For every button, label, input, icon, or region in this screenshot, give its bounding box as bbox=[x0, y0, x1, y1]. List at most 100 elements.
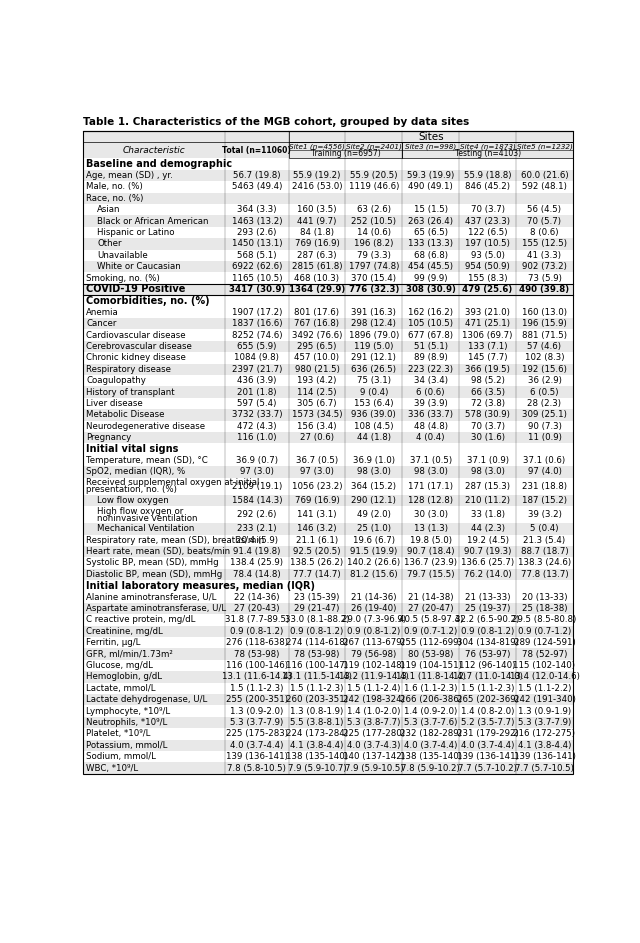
Text: 479 (25.6): 479 (25.6) bbox=[463, 285, 513, 294]
Text: 34 (3.4): 34 (3.4) bbox=[413, 376, 448, 385]
Text: 23 (15-39): 23 (15-39) bbox=[294, 593, 340, 602]
Text: Metabolic Disease: Metabolic Disease bbox=[86, 410, 164, 420]
Bar bbox=[83, 352, 573, 364]
Text: 155 (12.5): 155 (12.5) bbox=[522, 240, 567, 248]
Bar bbox=[83, 660, 573, 671]
Text: Lymphocyte, *10⁹/L: Lymphocyte, *10⁹/L bbox=[86, 706, 170, 716]
Text: 1.3 (0.9-1.9): 1.3 (0.9-1.9) bbox=[518, 706, 571, 716]
Text: Black or African American: Black or African American bbox=[97, 217, 209, 225]
Text: 1584 (14.3): 1584 (14.3) bbox=[232, 496, 282, 505]
Bar bbox=[83, 455, 573, 466]
Bar bbox=[83, 739, 573, 751]
Text: 13.1 (11.8-14.4): 13.1 (11.8-14.4) bbox=[396, 672, 466, 682]
Bar bbox=[83, 215, 573, 227]
Text: Diastolic BP, mean (SD), mmHg: Diastolic BP, mean (SD), mmHg bbox=[86, 570, 223, 579]
Text: 846 (45.2): 846 (45.2) bbox=[465, 182, 510, 191]
Text: 4.1 (3.8-4.4): 4.1 (3.8-4.4) bbox=[518, 741, 571, 750]
Text: 115 (102-140): 115 (102-140) bbox=[513, 661, 575, 670]
Bar bbox=[83, 495, 573, 506]
Text: Total (n=11060): Total (n=11060) bbox=[223, 146, 291, 155]
Text: 457 (10.0): 457 (10.0) bbox=[294, 354, 339, 362]
Text: Site2 (n=2401): Site2 (n=2401) bbox=[346, 143, 402, 150]
Text: Site5 (n=1232): Site5 (n=1232) bbox=[516, 143, 572, 150]
Text: 22 (14-36): 22 (14-36) bbox=[234, 593, 280, 602]
Text: 39 (3.2): 39 (3.2) bbox=[527, 510, 561, 519]
Text: Coagulopathy: Coagulopathy bbox=[86, 376, 146, 385]
Text: 7.9 (5.9-10.7): 7.9 (5.9-10.7) bbox=[287, 764, 346, 772]
Text: Ferritin, μg/L: Ferritin, μg/L bbox=[86, 638, 141, 647]
Text: 114 (2.5): 114 (2.5) bbox=[297, 388, 337, 397]
Text: 140 (137-142): 140 (137-142) bbox=[343, 753, 405, 761]
Text: 437 (23.3): 437 (23.3) bbox=[465, 217, 510, 225]
Text: 8 (0.6): 8 (0.6) bbox=[530, 228, 559, 237]
Text: 139 (136-141): 139 (136-141) bbox=[226, 753, 288, 761]
Text: 141 (3.1): 141 (3.1) bbox=[297, 510, 337, 519]
Text: 1837 (16.6): 1837 (16.6) bbox=[232, 319, 282, 328]
Text: 119 (104-151): 119 (104-151) bbox=[400, 661, 461, 670]
Bar bbox=[83, 204, 573, 215]
Text: 295 (6.5): 295 (6.5) bbox=[297, 342, 337, 351]
Text: 1797 (74.8): 1797 (74.8) bbox=[349, 262, 399, 272]
Bar bbox=[83, 443, 573, 455]
Text: WBC, *10⁹/L: WBC, *10⁹/L bbox=[86, 764, 138, 772]
Bar bbox=[83, 728, 573, 739]
Text: 33.0 (8.1-88.2): 33.0 (8.1-88.2) bbox=[285, 616, 349, 624]
Text: 274 (114-618): 274 (114-618) bbox=[286, 638, 348, 647]
Bar bbox=[83, 569, 573, 580]
Bar bbox=[83, 705, 573, 717]
Text: 56 (4.5): 56 (4.5) bbox=[527, 206, 561, 214]
Text: Comorbidities, no. (%): Comorbidities, no. (%) bbox=[86, 296, 210, 306]
Text: 6 (0.5): 6 (0.5) bbox=[530, 388, 559, 397]
Text: 6 (0.6): 6 (0.6) bbox=[417, 388, 445, 397]
Text: 0.9 (0.8-1.2): 0.9 (0.8-1.2) bbox=[461, 627, 514, 636]
Text: 20.4 (5.9): 20.4 (5.9) bbox=[236, 536, 278, 545]
Text: 255 (112-699): 255 (112-699) bbox=[400, 638, 461, 647]
Text: 73 (5.9): 73 (5.9) bbox=[527, 273, 561, 283]
Text: 89 (8.9): 89 (8.9) bbox=[414, 354, 447, 362]
Text: 136.7 (23.9): 136.7 (23.9) bbox=[404, 558, 457, 568]
Text: 36 (2.9): 36 (2.9) bbox=[527, 376, 561, 385]
Text: 79 (3.3): 79 (3.3) bbox=[357, 251, 391, 260]
Text: 39 (3.9): 39 (3.9) bbox=[414, 399, 447, 408]
Text: 210 (11.2): 210 (11.2) bbox=[465, 496, 510, 505]
Text: 155 (8.3): 155 (8.3) bbox=[468, 273, 508, 283]
Bar bbox=[83, 250, 573, 261]
Bar bbox=[83, 131, 573, 142]
Text: 21 (14-38): 21 (14-38) bbox=[408, 593, 454, 602]
Bar bbox=[83, 751, 573, 763]
Text: 881 (71.5): 881 (71.5) bbox=[522, 331, 567, 339]
Bar bbox=[83, 261, 573, 273]
Text: Platelet, *10⁹/L: Platelet, *10⁹/L bbox=[86, 730, 150, 738]
Text: Lactate dehydrogenase, U/L: Lactate dehydrogenase, U/L bbox=[86, 695, 207, 704]
Text: 2815 (61.8): 2815 (61.8) bbox=[292, 262, 342, 272]
Text: 1.4 (0.8-2.0): 1.4 (0.8-2.0) bbox=[461, 706, 515, 716]
Bar bbox=[83, 683, 573, 694]
Text: 98 (3.0): 98 (3.0) bbox=[414, 468, 447, 476]
Text: 454 (45.5): 454 (45.5) bbox=[408, 262, 453, 272]
Text: 287 (15.3): 287 (15.3) bbox=[465, 482, 510, 490]
Text: 13.4 (12.0-14.6): 13.4 (12.0-14.6) bbox=[509, 672, 579, 682]
Text: Cerebrovascular disease: Cerebrovascular disease bbox=[86, 342, 192, 351]
Text: 472 (4.3): 472 (4.3) bbox=[237, 422, 276, 431]
Text: 769 (16.9): 769 (16.9) bbox=[294, 240, 339, 248]
Text: Initial laboratory measures, median (IQR): Initial laboratory measures, median (IQR… bbox=[86, 581, 315, 590]
Text: 441 (9.7): 441 (9.7) bbox=[297, 217, 337, 225]
Text: 391 (16.3): 391 (16.3) bbox=[351, 307, 396, 317]
Text: 954 (50.9): 954 (50.9) bbox=[465, 262, 510, 272]
Text: 55.9 (18.8): 55.9 (18.8) bbox=[464, 171, 511, 180]
Text: 122 (6.5): 122 (6.5) bbox=[468, 228, 508, 237]
Text: 266 (206-386): 266 (206-386) bbox=[400, 695, 461, 704]
Text: 90.7 (19.3): 90.7 (19.3) bbox=[464, 547, 511, 556]
Text: 3417 (30.9): 3417 (30.9) bbox=[228, 285, 285, 294]
Text: 55.9 (20.5): 55.9 (20.5) bbox=[350, 171, 397, 180]
Text: 471 (25.1): 471 (25.1) bbox=[465, 319, 510, 328]
Text: 4.0 (3.7-4.4): 4.0 (3.7-4.4) bbox=[230, 741, 284, 750]
Text: 201 (1.8): 201 (1.8) bbox=[237, 388, 276, 397]
Text: White or Caucasian: White or Caucasian bbox=[97, 262, 181, 272]
Text: 260 (203-351): 260 (203-351) bbox=[286, 695, 348, 704]
Text: Sodium, mmol/L: Sodium, mmol/L bbox=[86, 753, 156, 761]
Text: 309 (25.1): 309 (25.1) bbox=[522, 410, 567, 420]
Text: 78.4 (14.8): 78.4 (14.8) bbox=[233, 570, 281, 579]
Text: 93 (5.0): 93 (5.0) bbox=[470, 251, 504, 260]
Text: 171 (17.1): 171 (17.1) bbox=[408, 482, 453, 490]
